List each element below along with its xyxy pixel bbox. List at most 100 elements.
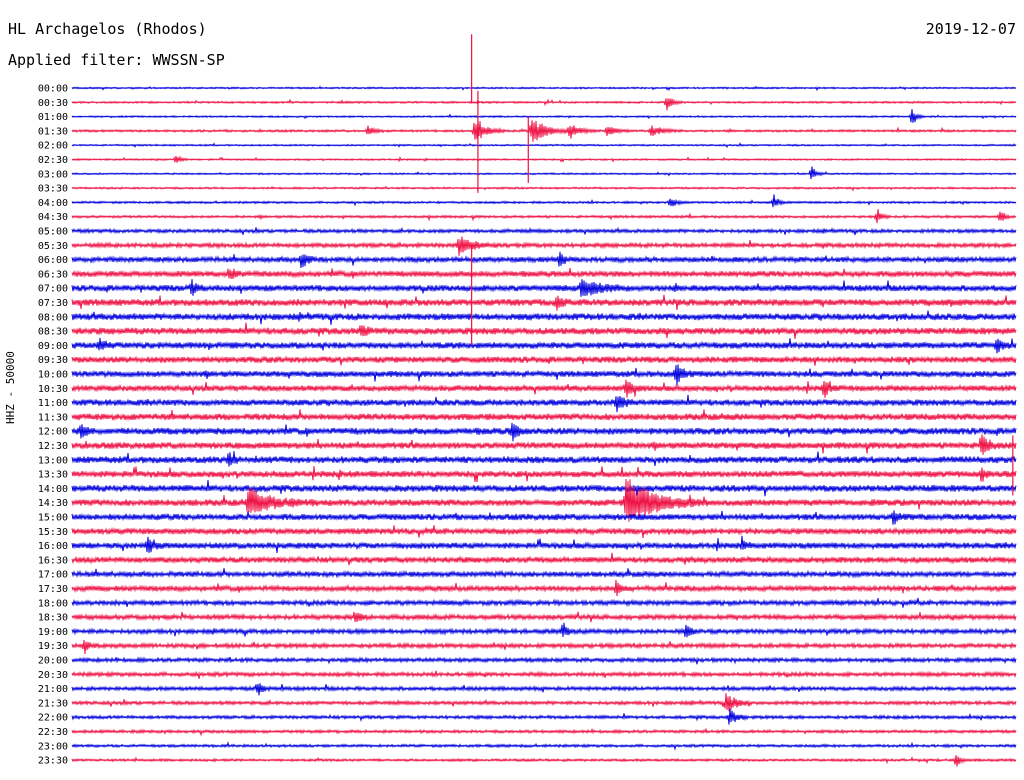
- trace-row-1100: [71, 394, 1017, 413]
- trace-row-1900: [71, 622, 1017, 638]
- row-label-1130: 11:30: [38, 412, 68, 423]
- trace-row-2230: [71, 727, 1017, 737]
- trace-row-1030: [71, 379, 1017, 398]
- trace-row-2100: [71, 683, 1017, 696]
- row-label-2000: 20:00: [38, 656, 68, 667]
- trace-row-2000: [71, 656, 1017, 665]
- trace-row-1400: [71, 479, 1017, 497]
- row-label-2030: 20:30: [38, 670, 68, 681]
- trace-row-1230: [71, 434, 1017, 455]
- row-label-1500: 15:00: [38, 513, 68, 524]
- trace-row-1430: [71, 478, 1017, 522]
- row-label-2230: 22:30: [38, 727, 68, 738]
- row-label-0100: 01:00: [38, 112, 68, 123]
- trace-row-0700: [71, 279, 1017, 297]
- trace-row-0500: [71, 226, 1017, 236]
- row-label-0130: 01:30: [38, 126, 68, 137]
- trace-row-1930: [71, 640, 1017, 655]
- trace-row-0430: [71, 209, 1017, 224]
- row-label-0200: 02:00: [38, 141, 68, 152]
- trace-row-0330: [71, 185, 1017, 192]
- trace-row-0800: [71, 310, 1017, 325]
- row-label-0800: 08:00: [38, 312, 68, 323]
- trace-row-2330: [71, 755, 1017, 767]
- row-label-0000: 00:00: [38, 84, 68, 95]
- date-label: 2019-12-07: [925, 20, 1016, 38]
- trace-row-0300: [71, 166, 1017, 180]
- row-label-1430: 14:30: [38, 498, 68, 509]
- trace-row-1730: [71, 579, 1017, 597]
- row-label-1030: 10:30: [38, 384, 68, 395]
- trace-row-0630: [71, 267, 1017, 279]
- trace-row-0200: [71, 142, 1017, 149]
- row-label-1630: 16:30: [38, 555, 68, 566]
- row-label-1300: 13:00: [38, 455, 68, 466]
- trace-row-1200: [71, 422, 1017, 442]
- trace-row-0000: [71, 85, 1017, 92]
- trace-row-0930: [71, 355, 1017, 366]
- trace-row-1800: [71, 597, 1017, 608]
- row-label-1730: 17:30: [38, 584, 68, 595]
- row-label-0030: 00:30: [38, 98, 68, 109]
- trace-row-1330: [71, 465, 1017, 483]
- row-label-1900: 19:00: [38, 627, 68, 638]
- row-label-0900: 09:00: [38, 341, 68, 352]
- trace-row-2300: [71, 740, 1017, 751]
- row-label-1230: 12:30: [38, 441, 68, 452]
- trace-row-1530: [71, 525, 1017, 538]
- row-label-0930: 09:30: [38, 355, 68, 366]
- row-label-0330: 03:30: [38, 184, 68, 195]
- trace-row-1830: [71, 611, 1017, 623]
- trace-row-0600: [71, 251, 1017, 268]
- trace-row-2030: [71, 670, 1017, 679]
- trace-row-0130: [71, 120, 1017, 142]
- trace-row-1600: [71, 535, 1017, 553]
- trace-row-0900: [71, 337, 1017, 354]
- trace-row-1000: [71, 364, 1017, 386]
- row-label-1330: 13:30: [38, 470, 68, 481]
- row-label-0500: 05:00: [38, 227, 68, 238]
- row-label-0630: 06:30: [38, 269, 68, 280]
- row-label-1100: 11:00: [38, 398, 68, 409]
- row-label-2130: 21:30: [38, 698, 68, 709]
- row-label-1400: 14:00: [38, 484, 68, 495]
- row-label-2200: 22:00: [38, 713, 68, 724]
- row-label-0730: 07:30: [38, 298, 68, 309]
- row-label-1600: 16:00: [38, 541, 68, 552]
- trace-row-1300: [71, 451, 1017, 467]
- trace-row-0530: [71, 236, 1017, 256]
- row-label-0230: 02:30: [38, 155, 68, 166]
- trace-row-1500: [71, 510, 1017, 525]
- row-label-0400: 04:00: [38, 198, 68, 209]
- row-label-1700: 17:00: [38, 570, 68, 581]
- row-label-2100: 21:00: [38, 684, 68, 695]
- row-label-0430: 04:30: [38, 212, 68, 223]
- row-label-0600: 06:00: [38, 255, 68, 266]
- trace-row-1630: [71, 552, 1017, 566]
- row-label-1530: 15:30: [38, 527, 68, 538]
- filter-label: Applied filter: WWSSN-SP: [8, 51, 225, 69]
- trace-row-0100: [71, 109, 1017, 123]
- row-label-0830: 08:30: [38, 327, 68, 338]
- trace-row-0030: [71, 98, 1017, 111]
- trace-row-0400: [71, 194, 1017, 208]
- trace-row-1130: [71, 409, 1017, 422]
- station-title: HL Archagelos (Rhodos): [8, 20, 207, 38]
- row-label-2330: 23:30: [38, 756, 68, 767]
- row-label-0700: 07:00: [38, 284, 68, 295]
- trace-row-0230: [71, 155, 1017, 163]
- row-label-1800: 18:00: [38, 598, 68, 609]
- row-label-1930: 19:30: [38, 641, 68, 652]
- row-label-1200: 12:00: [38, 427, 68, 438]
- trace-row-2200: [71, 708, 1017, 725]
- row-label-2300: 23:00: [38, 741, 68, 752]
- trace-row-0730: [71, 294, 1017, 311]
- trace-row-1700: [71, 568, 1017, 579]
- row-label-1000: 10:00: [38, 370, 68, 381]
- trace-row-0830: [71, 322, 1017, 339]
- row-label-1830: 18:30: [38, 613, 68, 624]
- row-label-0530: 05:30: [38, 241, 68, 252]
- trace-row-2130: [71, 693, 1017, 712]
- row-label-0300: 03:00: [38, 169, 68, 180]
